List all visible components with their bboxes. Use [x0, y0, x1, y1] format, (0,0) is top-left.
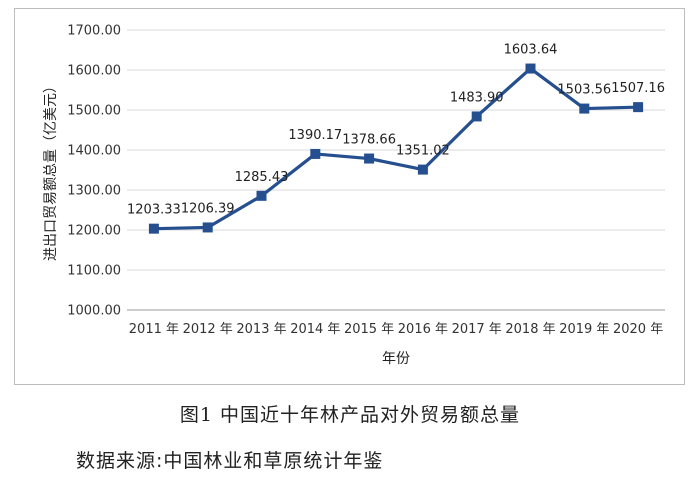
x-axis-ticks: 2011 年 2012 年 2013 年 2014 年 2015 年 2016 年 2017… [129, 322, 663, 337]
x-axis-title: 年份 [382, 351, 410, 367]
data-point-marker [148, 223, 159, 234]
y-tick-label: 1000.00 [67, 304, 121, 319]
data-label: 1203.33 [127, 203, 181, 218]
x-tick-label: 2011 年 [129, 322, 179, 337]
chart-frame: 1000.00 1100.00 1200.00 1300.00 1400.00 1500.… [14, 8, 685, 385]
data-point-marker [202, 222, 213, 233]
x-tick-label: 2016 年 [398, 322, 448, 337]
data-labels: 1203.33 1206.39 1285.43 1390.17 1378.661351.… [127, 43, 665, 218]
y-tick-label: 1700.00 [67, 24, 121, 39]
series-line [153, 66, 639, 231]
y-tick-label: 1600.00 [67, 64, 121, 79]
y-axis-title: 进出口贸易额总量（亿美元） [43, 79, 59, 261]
y-tick-label: 1200.00 [67, 224, 121, 239]
x-tick-label: 2013 年 [236, 322, 286, 337]
data-label: 1483.90 [450, 90, 504, 105]
data-label: 1603.64 [504, 43, 558, 58]
y-tick-label: 1500.00 [67, 104, 121, 119]
series [148, 63, 644, 234]
data-label: 1378.66 [342, 133, 396, 148]
data-label: 1285.43 [235, 170, 289, 185]
data-point-marker [364, 153, 375, 164]
x-tick-label: 2015 年 [344, 322, 394, 337]
data-point-marker [417, 164, 428, 175]
data-label: 1206.39 [181, 201, 235, 216]
data-point-marker [256, 190, 267, 201]
data-source-note: 数据来源:中国林业和草原统计年鉴 [76, 450, 384, 472]
data-label: 1351.02 [396, 144, 450, 159]
x-tick-label: 2020 年 [613, 322, 663, 337]
figure-caption: 图1 中国近十年林产品对外贸易额总量 [179, 404, 521, 426]
data-point-marker [579, 103, 590, 114]
data-label: 1503.56 [557, 83, 611, 98]
data-label: 1390.17 [288, 128, 342, 143]
data-point-marker [633, 102, 644, 113]
y-tick-label: 1400.00 [67, 144, 121, 159]
y-tick-label: 1300.00 [67, 184, 121, 199]
grid-lines [127, 29, 665, 311]
y-tick-label: 1100.00 [67, 264, 121, 279]
y-axis-ticks: 1000.00 1100.00 1200.00 1300.00 1400.00 1500.… [67, 24, 121, 319]
data-label: 1507.16 [611, 81, 665, 96]
x-tick-label: 2012 年 [183, 322, 233, 337]
x-tick-label: 2014 年 [290, 322, 340, 337]
x-tick-label: 2018 年 [505, 322, 555, 337]
data-point-marker [525, 63, 536, 74]
x-tick-label: 2017 年 [452, 322, 502, 337]
line-chart: 1000.00 1100.00 1200.00 1300.00 1400.00 1500.… [43, 24, 665, 367]
data-point-marker [310, 148, 321, 159]
x-tick-label: 2019 年 [559, 322, 609, 337]
data-point-marker [471, 111, 482, 122]
